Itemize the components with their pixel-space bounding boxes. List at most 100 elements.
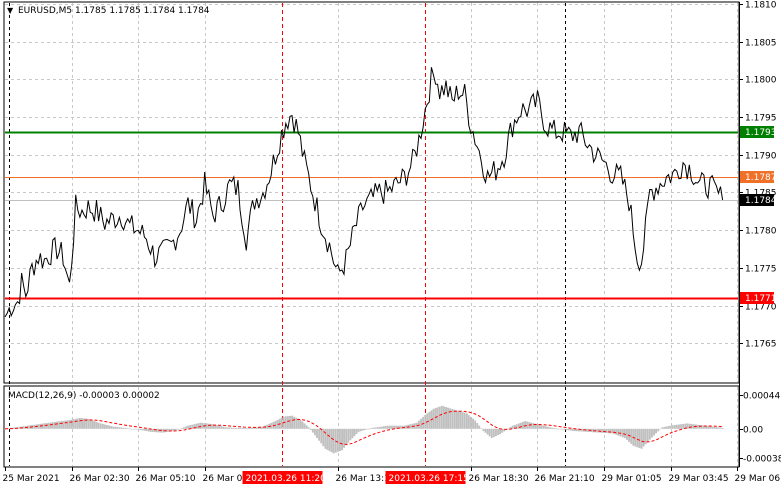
macd-bar: [189, 425, 192, 429]
macd-bar: [526, 421, 529, 429]
macd-bar: [451, 409, 454, 429]
macd-bar: [490, 428, 493, 438]
macd-bar: [309, 428, 312, 430]
macd-bar: [607, 428, 610, 434]
macd-bar: [314, 428, 316, 436]
macd-bar: [110, 426, 113, 429]
macd-bar: [648, 428, 651, 440]
macd-bar: [199, 422, 202, 429]
macd-bar: [128, 428, 131, 430]
macd-bar: [70, 419, 73, 429]
macd-bar: [43, 423, 46, 429]
macd-bar: [644, 428, 647, 445]
macd-bar: [513, 425, 516, 429]
macd-bar: [459, 411, 462, 429]
macd-bar: [386, 425, 389, 429]
grid-lines: [5, 3, 738, 466]
macd-bar: [426, 413, 429, 429]
macd-bar: [376, 427, 379, 429]
macd-bar: [603, 428, 605, 433]
macd-bar: [122, 427, 125, 429]
macd-bar: [388, 425, 391, 429]
macd-bar: [711, 426, 714, 429]
marker-time-box-1: [385, 471, 466, 484]
macd-bar: [347, 428, 350, 443]
macd-bar: [276, 420, 279, 429]
macd-bar: [397, 425, 400, 429]
macd-bar: [547, 426, 549, 429]
current-price-label: 1.1784: [745, 196, 777, 206]
macd-bar: [116, 427, 119, 429]
y-tick-label-2: 1.1800: [745, 76, 777, 86]
macd-bar: [551, 427, 553, 429]
macd-bar: [432, 408, 435, 429]
macd-bar: [210, 423, 212, 429]
x-tick-label-0: 25 Mar 2021: [3, 474, 60, 484]
macd-bar: [22, 426, 25, 429]
macd-bar: [382, 426, 385, 429]
macd-bar: [205, 423, 208, 429]
macd-bar: [453, 409, 456, 429]
macd-bar: [220, 426, 223, 429]
macd-bar: [183, 427, 185, 429]
macd-bar: [413, 423, 416, 429]
macd-bar: [361, 428, 364, 431]
macd-bar: [149, 428, 152, 432]
x-tick-label-3: 26 Mar 07:50: [203, 474, 263, 484]
chart-menu-icon[interactable]: ▼: [7, 6, 14, 15]
macd-bar: [549, 427, 551, 429]
macd-bar: [472, 418, 474, 429]
macd-bar: [370, 428, 373, 429]
macd-bar: [366, 428, 368, 430]
current-price-box: [740, 194, 774, 206]
macd-bar: [133, 428, 135, 430]
macd-bar: [709, 426, 712, 429]
macd-bar: [657, 428, 660, 432]
macd-bar: [201, 422, 204, 429]
macd-bar: [686, 423, 689, 429]
macd-bar: [12, 427, 15, 429]
macd-bar: [135, 428, 137, 430]
macd-bar: [243, 428, 246, 429]
macd-bar: [497, 428, 499, 436]
macd-bar: [420, 418, 422, 429]
macd-bar: [517, 423, 520, 429]
macd-bar: [241, 428, 244, 429]
macd-bar: [49, 422, 52, 429]
macd-bar: [613, 428, 616, 435]
macd-bar: [522, 421, 524, 429]
macd-bar: [715, 427, 718, 429]
macd-bar: [230, 427, 233, 429]
macd-bar: [492, 428, 495, 438]
macd-bar: [95, 421, 98, 429]
macd-bar: [64, 420, 67, 429]
macd-bar: [124, 428, 127, 429]
macd-bar: [101, 423, 104, 429]
macd-bar: [465, 413, 468, 429]
time-axis[interactable]: 25 Mar 2021 26 Mar 02:30 26 Mar 05:10 26 Ma…: [3, 467, 781, 484]
macd-bar: [544, 426, 547, 429]
macd-bar: [174, 428, 177, 431]
macd-bar: [218, 425, 221, 429]
macd-bar: [559, 428, 562, 430]
macd-bar: [536, 424, 539, 429]
x-tick-label-6: 26 Mar 21:10: [535, 474, 595, 484]
macd-bar: [155, 428, 158, 433]
macd-bar: [440, 405, 443, 429]
macd-bar: [54, 421, 56, 429]
macd-bar: [307, 427, 310, 429]
macd-bar: [232, 427, 235, 429]
macd-bar: [33, 424, 36, 429]
macd-bar: [638, 428, 641, 448]
macd-bar: [428, 411, 431, 429]
price-axis[interactable]: 1.18101.18051.18001.17951.17901.17851.17…: [739, 1, 777, 350]
macd-bar: [72, 419, 75, 429]
macd-label: MACD(12,26,9) -0.00003 0.00002: [8, 391, 160, 401]
macd-bar: [480, 428, 483, 429]
macd-bar: [228, 427, 231, 429]
macd-bar: [316, 428, 318, 438]
macd-bar: [251, 427, 254, 429]
macd-bar: [145, 428, 148, 432]
